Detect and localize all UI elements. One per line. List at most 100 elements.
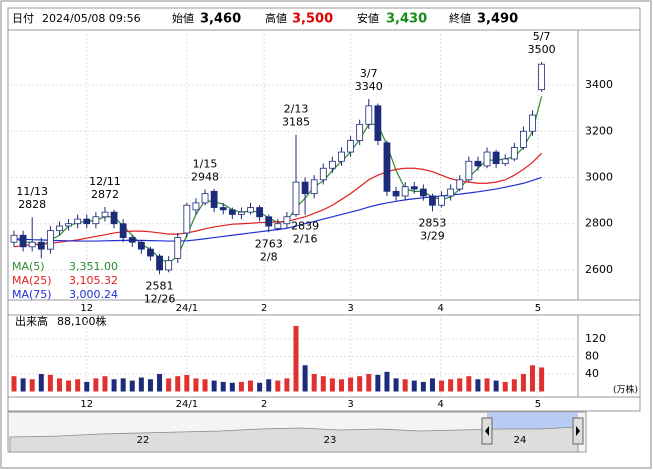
candle-body (247, 207, 254, 213)
candle-body (110, 211, 118, 225)
candle-body (265, 216, 273, 227)
candle-body (347, 140, 354, 153)
volume-bar (11, 376, 17, 392)
volume-bar (166, 378, 172, 392)
y-tick-label: 40 (585, 367, 599, 380)
candle-body (520, 130, 527, 148)
candle-body (28, 241, 36, 248)
x-tick-label: 4 (437, 399, 443, 410)
candle-body (483, 151, 491, 167)
annotation-date: 11/13 (16, 185, 48, 198)
x-axis-band (7, 396, 641, 412)
volume-bar (29, 379, 35, 392)
candle-body (419, 188, 427, 197)
header-label: 日付 (12, 12, 34, 25)
annotation-date: 2/16 (293, 233, 318, 246)
candle-body (19, 234, 27, 248)
candle-body (83, 218, 91, 225)
x-tick-label: 3 (347, 399, 353, 410)
volume-bar (56, 378, 62, 392)
legend-value: 3,105.32 (69, 274, 118, 287)
candle-body (429, 195, 436, 206)
candle-body (338, 151, 345, 162)
annotation-value: 2948 (191, 171, 219, 184)
candle-body (256, 207, 264, 218)
candle-body (210, 190, 218, 208)
candle-body (456, 179, 464, 190)
volume-bar (457, 378, 463, 392)
volume-bar (293, 325, 299, 392)
candle-body (383, 142, 391, 192)
x-tick-label: 24/1 (176, 399, 198, 410)
candle-body (119, 223, 127, 238)
candle-body (401, 186, 409, 197)
volume-bar (248, 380, 254, 392)
price-panel (7, 29, 579, 301)
candle-body (183, 204, 191, 234)
y-tick-label: 3400 (585, 78, 613, 91)
y-tick-label: 3000 (585, 170, 613, 183)
annotation-date: 12/26 (144, 292, 176, 305)
x-tick-label: 24/1 (176, 303, 198, 314)
candle-body (219, 207, 227, 211)
header-value: 3,460 (200, 12, 241, 27)
candle-body (10, 234, 18, 243)
volume-bar (439, 380, 445, 392)
candle-body (392, 190, 400, 197)
volume-bar (175, 376, 181, 392)
volume-bar (284, 378, 290, 392)
candle-body (165, 260, 173, 271)
volume-bar (475, 379, 481, 392)
annotation-value: 2839 (291, 220, 319, 233)
header-value: 2024/05/08 09:56 (42, 12, 141, 25)
candle-body (92, 216, 100, 225)
volume-bar (320, 376, 326, 392)
candle-body (310, 179, 318, 195)
volume-bar (102, 376, 108, 392)
candle-body (474, 160, 482, 167)
volume-bar (111, 379, 117, 392)
annotation-date: 5/7 (533, 30, 551, 43)
annotation-value: 3185 (282, 116, 310, 129)
volume-bar (38, 374, 44, 392)
price-axis (577, 29, 641, 301)
x-tick-label: 4 (437, 303, 443, 314)
candle-body (465, 160, 473, 181)
volume-bar (520, 374, 526, 392)
candle-body (283, 216, 291, 225)
volume-bar (466, 376, 472, 392)
navigator-label: 23 (324, 435, 337, 446)
candle-body (356, 123, 364, 141)
legend-value: 3,351.00 (69, 260, 118, 273)
annotation-value: 3340 (355, 80, 383, 93)
candle-body (328, 160, 336, 169)
volume-unit: (万株) (613, 384, 638, 396)
volume-bar (366, 374, 372, 392)
header-value: 3,430 (386, 12, 427, 27)
candle-body (156, 255, 163, 271)
volume-bar (184, 374, 190, 392)
candle-body (201, 193, 209, 204)
candle-body (365, 105, 373, 125)
candle-body (274, 223, 282, 229)
header-label: 始値 (172, 11, 194, 25)
legend-label: MA(25) (12, 274, 52, 287)
volume-bar (84, 381, 90, 392)
candle-body (65, 223, 72, 227)
candle-body (192, 202, 200, 211)
header-label: 高値 (265, 11, 287, 25)
candle-body (374, 105, 382, 141)
candle-body (447, 188, 455, 197)
volume-bar (502, 381, 508, 392)
volume-bar (411, 380, 417, 392)
candle-body (56, 225, 63, 232)
volume-bar (211, 380, 217, 392)
volume-bar (329, 378, 335, 392)
annotation-date: 1/15 (193, 158, 218, 171)
volume-bar (384, 371, 390, 392)
x-axis-band (7, 299, 641, 316)
annotation-value: 3500 (528, 43, 556, 56)
candle-body (301, 181, 309, 195)
volume-bar (157, 374, 163, 392)
volume-bar (257, 382, 263, 392)
